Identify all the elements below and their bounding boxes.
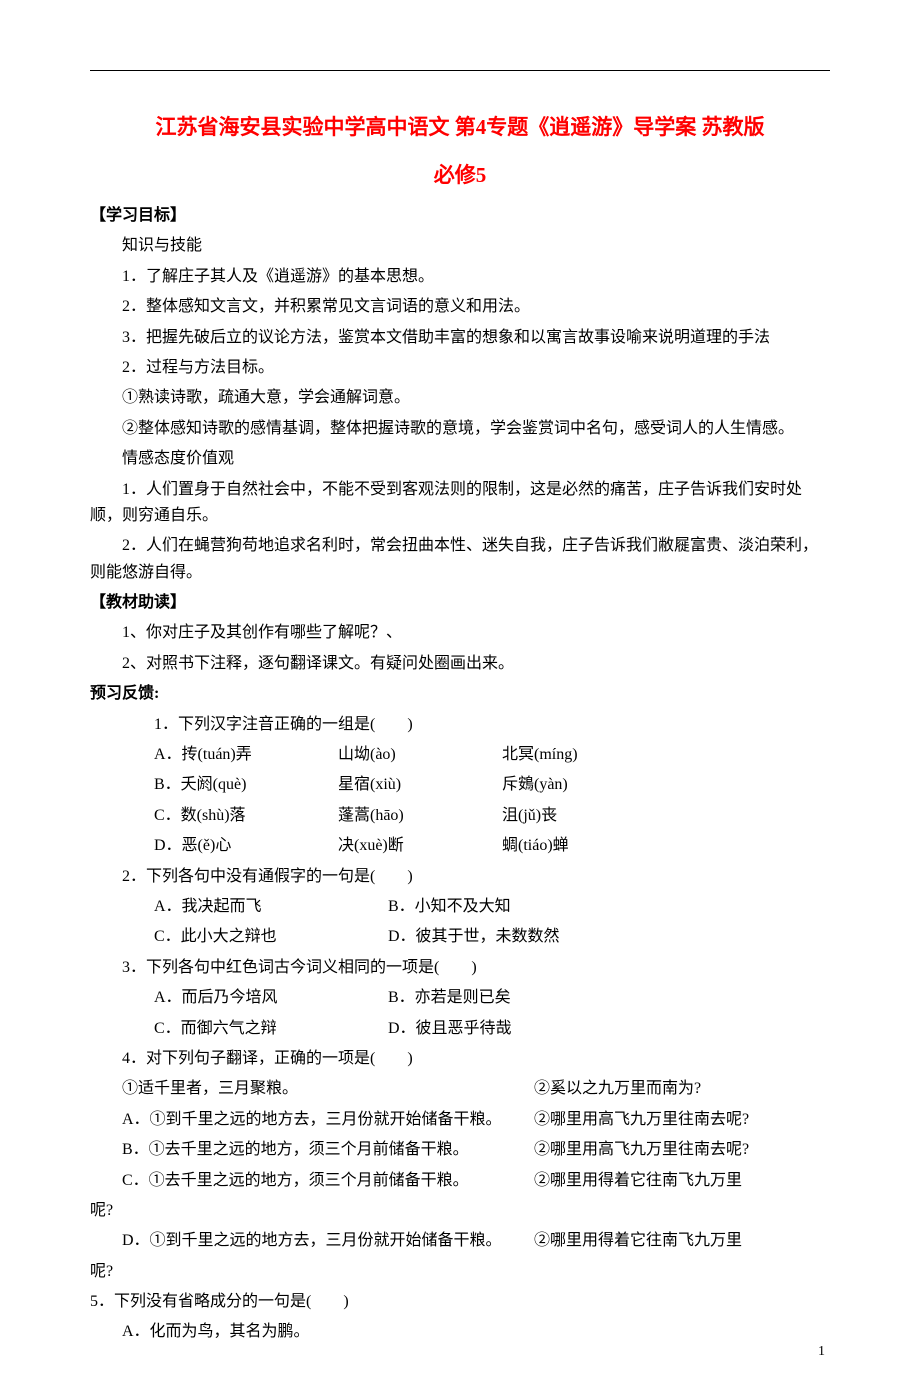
option-cell: B．夭阏(què) [122,772,302,798]
goals-heading: 【学习目标】 [90,203,830,229]
preview-heading: 预习反馈: [90,681,830,707]
q1-option: D．恶(ě)心 决(xuè)断 蜩(tiáo)蝉 [90,833,830,859]
goals-item: ①熟读诗歌，疏通大意，学会通解词意。 [90,385,830,411]
goals-sub-knowledge: 知识与技能 [90,233,830,259]
q2-stem: 2．下列各句中没有通假字的一句是( ) [90,864,830,890]
help-item: 1、你对庄子及其创作有哪些了解呢？、 [90,620,830,646]
option-cell: A．而后乃今培风 [122,985,352,1011]
q4-option: A．①到千里之远的地方去，三月份就开始储备干粮。 ②哪里用高飞九万里往南去呢? [90,1107,830,1133]
option-cell: A．①到千里之远的地方去，三月份就开始储备干粮。 [90,1107,530,1133]
goals-item: 3．把握先破后立的议论方法，鉴赏本文借助丰富的想象和以寓言故事设喻来说明道理的手… [90,325,830,351]
doc-subtitle: 必修5 [90,159,830,189]
option-cell: C．而御六气之辩 [122,1016,352,1042]
q3-stem: 3．下列各句中红色词古今词义相同的一项是( ) [90,955,830,981]
goals-sub-emotion: 情感态度价值观 [90,446,830,472]
option-cell: C．此小大之辩也 [122,924,352,950]
q1-option: C．数(shù)落 蓬蒿(hāo) 沮(jǔ)丧 [90,803,830,829]
q1-stem: 1．下列汉字注音正确的一组是( ) [90,712,830,738]
q4-subitems: ①适千里者，三月聚粮。 ②奚以之九万里而南为? [90,1076,830,1102]
help-item: 2、对照书下注释，逐句翻译课文。有疑问处圈画出来。 [90,651,830,677]
option-cell: 蜩(tiáo)蝉 [470,833,569,859]
option-cell: A．抟(tuán)弄 [122,742,302,768]
option-cell: 决(xuè)断 [306,833,466,859]
q2-option-row: C．此小大之辩也 D．彼其于世，未数数然 [90,924,830,950]
option-cell: A．我决起而飞 [122,894,352,920]
q1-option: B．夭阏(què) 星宿(xiù) 斥鴳(yàn) [90,772,830,798]
option-cell: 蓬蒿(hāo) [306,803,466,829]
q4-sub-right: ②奚以之九万里而南为? [534,1076,701,1102]
q1-option: A．抟(tuán)弄 山坳(ào) 北冥(míng) [90,742,830,768]
goals-item: 1．了解庄子其人及《逍遥游》的基本思想。 [90,264,830,290]
q4-option: C．①去千里之远的地方，须三个月前储备干粮。 ②哪里用得着它往南飞九万里 [90,1168,830,1194]
option-cell: ②哪里用得着它往南飞九万里 [534,1168,742,1194]
option-cell: C．数(shù)落 [122,803,302,829]
goals-item: 2．整体感知文言文，并积累常见文言词语的意义和用法。 [90,294,830,320]
goals-item: 1．人们置身于自然社会中，不能不受到客观法则的限制，这是必然的痛苦，庄子告诉我们… [90,477,830,530]
q4-option: D．①到千里之远的地方去，三月份就开始储备干粮。 ②哪里用得着它往南飞九万里 [90,1228,830,1254]
option-cell: B．小知不及大知 [356,894,511,920]
option-cell: ②哪里用得着它往南飞九万里 [534,1228,742,1254]
option-cell: B．亦若是则已矣 [356,985,511,1011]
option-cell: C．①去千里之远的地方，须三个月前储备干粮。 [90,1168,530,1194]
q3-option-row: C．而御六气之辩 D．彼且恶乎待哉 [90,1016,830,1042]
option-cell: 斥鴳(yàn) [470,772,568,798]
option-cell: D．①到千里之远的地方去，三月份就开始储备干粮。 [90,1228,530,1254]
option-cell: 星宿(xiù) [306,772,466,798]
help-heading: 【教材助读】 [90,590,830,616]
option-cell: D．彼且恶乎待哉 [356,1016,512,1042]
page-number: 1 [818,1344,825,1360]
q4-stem: 4．对下列句子翻译，正确的一项是( ) [90,1046,830,1072]
q3-option-row: A．而后乃今培风 B．亦若是则已矣 [90,985,830,1011]
goals-item: ②整体感知诗歌的感情基调，整体把握诗歌的意境，学会鉴赏词中名句，感受词人的人生情… [90,416,830,442]
option-cell: D．彼其于世，未数数然 [356,924,560,950]
option-cell: ②哪里用高飞九万里往南去呢? [534,1137,749,1163]
q4-option: B．①去千里之远的地方，须三个月前储备干粮。 ②哪里用高飞九万里往南去呢? [90,1137,830,1163]
option-cell: D．恶(ě)心 [122,833,302,859]
q4-option-tail: 呢? [90,1259,830,1285]
option-cell: 北冥(míng) [470,742,578,768]
q5-option: A．化而为鸟，其名为鹏。 [90,1319,830,1345]
goals-item: 2．人们在蝇营狗苟地追求名利时，常会扭曲本性、迷失自我，庄子告诉我们敝屣富贵、淡… [90,533,830,586]
option-cell: 沮(jǔ)丧 [470,803,557,829]
option-cell: B．①去千里之远的地方，须三个月前储备干粮。 [90,1137,530,1163]
doc-title: 江苏省海安县实验中学高中语文 第4专题《逍遥游》导学案 苏教版 [90,111,830,141]
q4-sub-left: ①适千里者，三月聚粮。 [90,1076,530,1102]
page: 江苏省海安县实验中学高中语文 第4专题《逍遥游》导学案 苏教版 必修5 【学习目… [0,0,920,1380]
goals-sub-process: 2．过程与方法目标。 [90,355,830,381]
option-cell: 山坳(ào) [306,742,466,768]
q2-option-row: A．我决起而飞 B．小知不及大知 [90,894,830,920]
q4-option-tail: 呢? [90,1198,830,1224]
top-rule [90,70,830,71]
q5-stem: 5．下列没有省略成分的一句是( ) [90,1289,830,1315]
option-cell: ②哪里用高飞九万里往南去呢? [534,1107,749,1133]
